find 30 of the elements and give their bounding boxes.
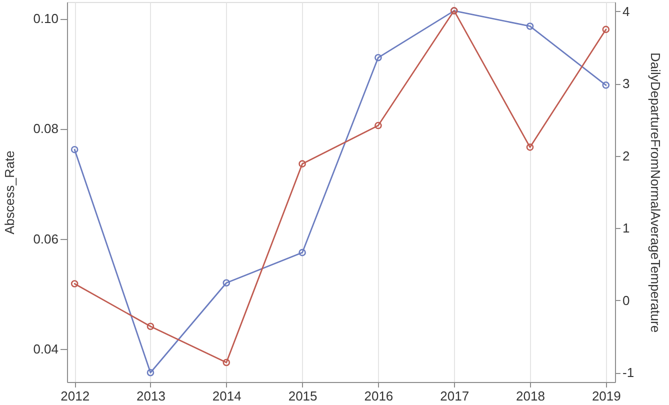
y2-tick-label: 4 — [622, 4, 630, 19]
y2-tick-label: -1 — [622, 365, 634, 380]
y-axis-title: Abscess_Rate — [2, 150, 18, 234]
x-tick-label: 2015 — [288, 388, 318, 404]
x-tick-label: 2013 — [136, 388, 166, 404]
point — [222, 358, 230, 366]
y2-axis-title: DailyDepartureFromNormalAverageTemperature — [648, 52, 664, 333]
point — [222, 279, 230, 287]
point — [146, 322, 154, 330]
x-tick-label: 2018 — [516, 388, 545, 404]
y-tick-label: 0.04 — [33, 341, 58, 356]
y2-tick-label: 3 — [622, 76, 630, 92]
point — [526, 22, 534, 30]
point — [374, 122, 382, 130]
point — [298, 248, 306, 256]
point — [526, 144, 534, 151]
y-tick-label: 0.06 — [33, 231, 58, 246]
point — [146, 368, 154, 376]
y2-tick-label: 2 — [622, 148, 630, 164]
x-tick-label: 2017 — [440, 388, 470, 404]
y-tick-label: 0.08 — [33, 121, 58, 136]
y2-tick-label: 1 — [622, 220, 630, 236]
x-tick-label: 2019 — [592, 388, 621, 404]
point — [298, 160, 306, 168]
y-tick-label: 0.10 — [33, 11, 58, 26]
y2-tick-label: 0 — [622, 292, 630, 308]
x-tick-label: 2014 — [212, 388, 242, 404]
x-tick-label: 2012 — [60, 388, 90, 404]
point — [374, 54, 382, 62]
x-tick-label: 2016 — [364, 388, 394, 404]
